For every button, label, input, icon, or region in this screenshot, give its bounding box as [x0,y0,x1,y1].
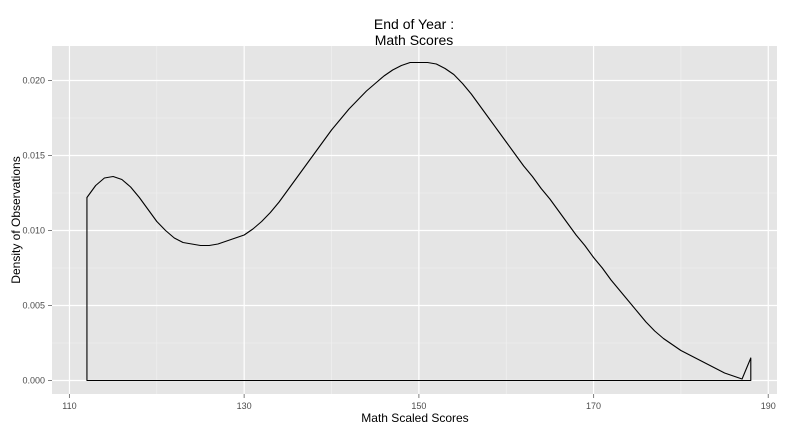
x-tick-label: 110 [62,401,76,411]
chart-title-line-1: End of Year : [374,16,454,32]
axes: 110 130 150 170 190 0.000 0.005 0.010 0.015 0.020 [22,76,775,412]
plot-panel [52,46,777,394]
x-axis-title: Math Scaled Scores [361,411,468,425]
density-curve [86,61,752,382]
x-tick-label: 130 [237,401,252,411]
y-tick-label: 0.005 [22,301,45,311]
y-tick-label: 0.015 [22,151,45,161]
y-tick-label: 0.000 [22,376,45,386]
y-tick-label: 0.020 [22,76,45,86]
x-tick-label: 190 [761,401,776,411]
x-tick-label: 170 [586,401,601,411]
x-tick-label: 150 [411,401,426,411]
y-tick-label: 0.010 [22,226,45,236]
chart-title-line-2: Math Scores [375,32,454,48]
y-axis-title: Density of Observations [9,156,23,283]
density-curve-group [86,61,752,382]
